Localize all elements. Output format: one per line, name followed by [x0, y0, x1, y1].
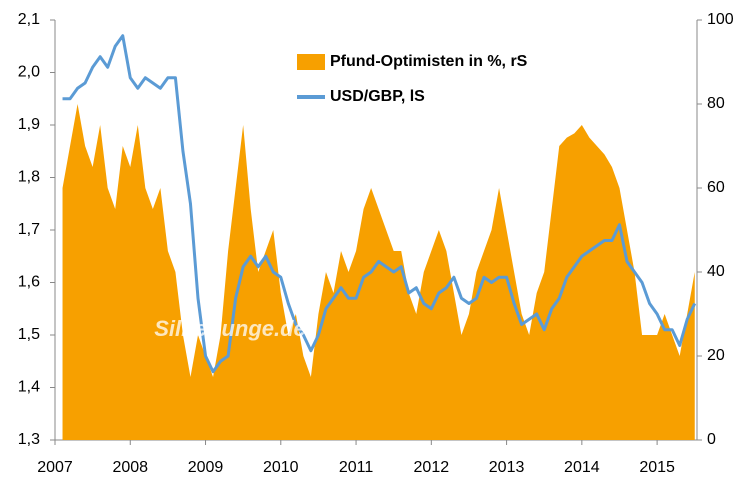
- x-tick-label: 2013: [489, 459, 525, 476]
- x-tick-label: 2012: [414, 459, 450, 476]
- x-tick-label: 2008: [112, 459, 148, 476]
- y2-tick-label: 0: [707, 431, 716, 448]
- x-tick-label: 2015: [639, 459, 675, 476]
- y-tick-label: 1,9: [18, 116, 40, 133]
- watermark: Silberjunge.de: [154, 316, 306, 341]
- x-tick-label: 2010: [263, 459, 299, 476]
- legend-label: USD/GBP, lS: [330, 88, 425, 105]
- x-tick-label: 2014: [564, 459, 600, 476]
- y2-tick-label: 20: [707, 347, 725, 364]
- y2-tick-label: 80: [707, 95, 725, 112]
- y-tick-label: 2,1: [18, 11, 40, 28]
- x-tick-label: 2009: [188, 459, 224, 476]
- y-tick-label: 1,6: [18, 274, 40, 291]
- y-tick-label: 1,5: [18, 326, 40, 343]
- y2-tick-label: 40: [707, 263, 725, 280]
- y-tick-label: 1,4: [18, 379, 40, 396]
- legend-label: Pfund-Optimisten in %, rS: [330, 53, 528, 70]
- legend-swatch: [297, 54, 325, 70]
- area: [62, 104, 695, 440]
- y-tick-label: 2,0: [18, 64, 40, 81]
- y-tick-label: 1,3: [18, 431, 40, 448]
- y-tick-label: 1,8: [18, 169, 40, 186]
- y2-tick-label: 100: [707, 11, 734, 28]
- y2-tick-label: 60: [707, 179, 725, 196]
- x-tick-label: 2007: [37, 459, 73, 476]
- y-tick-label: 1,7: [18, 221, 40, 238]
- line: [62, 34, 697, 374]
- x-tick-label: 2011: [339, 459, 374, 476]
